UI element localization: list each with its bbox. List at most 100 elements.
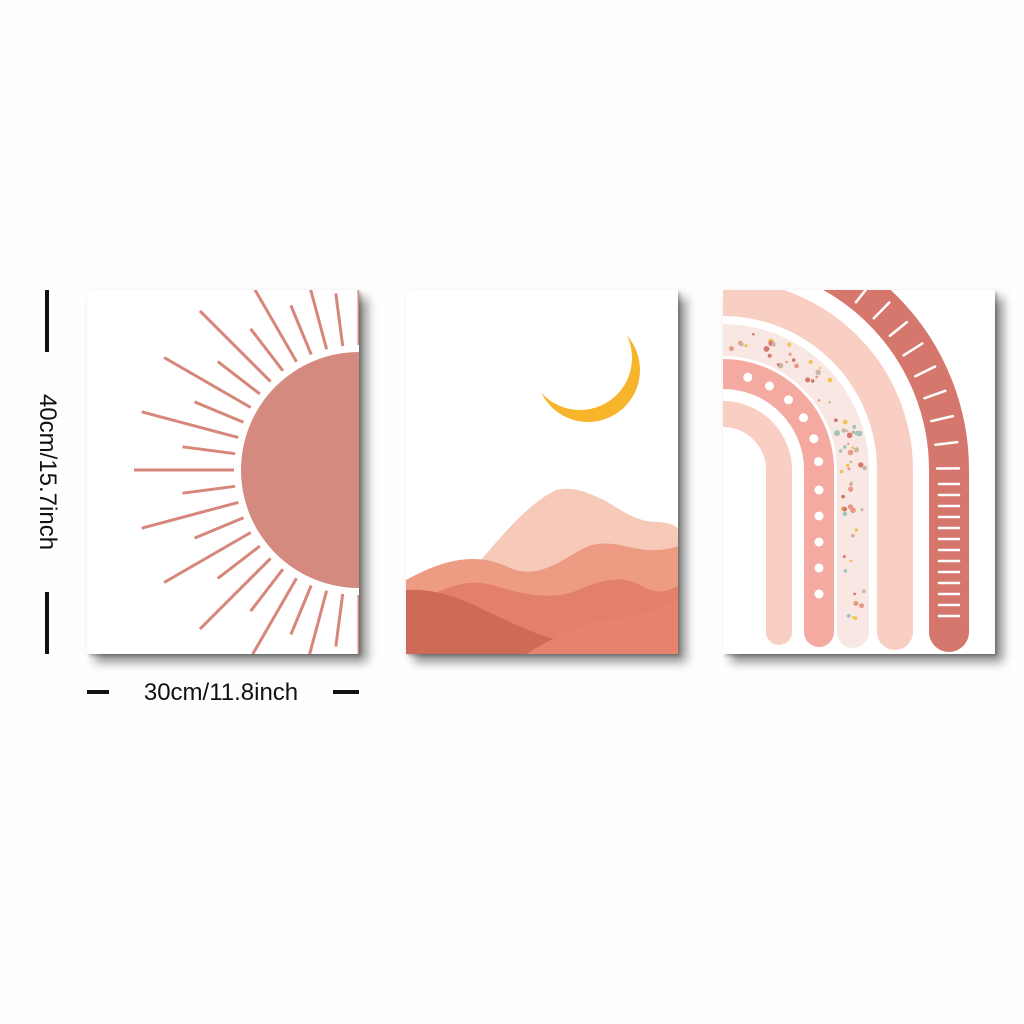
height-dimension-label: 40cm/15.7inch (34, 393, 61, 551)
mountain-layer-front-right (526, 598, 678, 654)
rainbow-speckle (852, 424, 857, 429)
rainbow-speckle (851, 534, 855, 538)
rainbow-dot (784, 395, 793, 405)
sun-illustration (134, 290, 359, 654)
rainbow-arch-speckled (723, 324, 869, 648)
rainbow-speckle (834, 430, 840, 437)
rainbow-arches (723, 290, 969, 652)
sun-icon (241, 352, 359, 588)
rainbow-speckle (839, 449, 843, 453)
rainbow-speckle (853, 592, 856, 596)
rainbow-speckle (842, 511, 847, 517)
rainbow-speckle (819, 366, 822, 370)
rainbow-speckle (847, 442, 850, 446)
rainbow-dash (930, 414, 955, 423)
rainbow-speckle (858, 462, 864, 468)
rainbow-dot (743, 372, 753, 382)
rainbow-speckle (845, 429, 849, 433)
crescent-moon-icon (536, 318, 640, 422)
rainbow-speckle (842, 555, 846, 559)
sun-ray (249, 568, 285, 613)
rainbow-speckle (791, 358, 796, 362)
sun-ray (334, 593, 345, 647)
sun-ray (141, 410, 239, 440)
rainbow-speckle (744, 344, 748, 348)
rainbow-speckle (846, 432, 853, 439)
rainbow-speckle (849, 460, 853, 464)
rainbow-speckle (851, 430, 856, 435)
width-dimension-right-bar (333, 690, 359, 694)
rainbow-speckle (834, 418, 838, 423)
rainbow-speckle (815, 369, 821, 375)
sun-ray (334, 293, 345, 347)
height-dimension-top-bar (45, 290, 49, 352)
rainbow-dot (814, 485, 824, 495)
rainbow-art-panel (723, 290, 995, 654)
rainbow-speckle (843, 445, 847, 449)
rainbow-speckle (839, 469, 844, 474)
sun-ray (182, 445, 236, 456)
rainbow-speckle (853, 600, 859, 606)
rainbow-speckle (841, 428, 846, 433)
rainbow-speckle (850, 481, 853, 485)
moon-mountain-illustration (406, 318, 678, 654)
rainbow-dash (888, 320, 909, 338)
sun-ray (309, 290, 329, 350)
rainbow-speckle (805, 377, 811, 383)
rainbow-speckle (787, 342, 792, 347)
sun-ray (163, 356, 252, 409)
rainbow-speckle (860, 508, 864, 512)
rainbow-dot (765, 381, 774, 391)
rainbow-speckle (763, 346, 770, 352)
height-dimension-bottom-bar (45, 592, 49, 654)
rainbow-speckle (771, 342, 776, 347)
rainbow-speckle (847, 449, 854, 456)
rainbow-speckle (842, 419, 848, 425)
rainbow-speckle (848, 486, 854, 492)
rainbow-arch-inner (723, 401, 792, 645)
mountain-layer-front (406, 589, 582, 654)
rainbow-speckle (856, 430, 863, 437)
sun-ray (182, 484, 236, 495)
rainbow-speckle (817, 399, 821, 402)
rainbow-dot (814, 457, 824, 467)
rainbow-speckle (752, 332, 755, 336)
rainbow-speckle (847, 467, 851, 471)
rainbow-speckle (849, 559, 853, 563)
rainbow-speckle (853, 616, 858, 620)
sun-ray (198, 309, 272, 383)
rainbow-speckle (842, 506, 848, 512)
rainbow-dash (872, 301, 891, 320)
rainbow-dot (809, 434, 819, 444)
rainbow-dash (902, 342, 924, 357)
rainbow-speckle (859, 603, 865, 609)
rainbow-arch-dotted (723, 359, 834, 647)
sun-ray (289, 584, 313, 636)
rainbow-speckle (861, 589, 866, 594)
rainbow-speckle (785, 360, 788, 364)
rainbow-speckle (767, 353, 772, 358)
rainbow-speckle (729, 346, 734, 352)
rainbow-illustration (723, 290, 969, 652)
sun-art-panel (87, 290, 359, 654)
rainbow-speckle (788, 352, 792, 356)
rainbow-arch-second (723, 290, 913, 650)
sun-ray (198, 557, 272, 631)
rainbow-speckle (845, 463, 850, 468)
sun-rays (134, 290, 359, 654)
sun-ray (249, 327, 285, 372)
rainbow-speckle (739, 342, 744, 347)
rainbow-dot (814, 511, 824, 521)
rainbow-speckle (776, 363, 780, 366)
rainbow-speckle (815, 375, 819, 379)
rainbow-speckle (827, 377, 833, 383)
sun-ray (308, 590, 329, 654)
rainbow-dash (923, 389, 947, 400)
sun-ray (193, 400, 245, 424)
width-dimension-label: 30cm/11.8inch (143, 679, 299, 706)
rainbow-speckle (853, 447, 859, 453)
rainbow-speckle (851, 446, 854, 450)
sun-ray (289, 304, 313, 356)
rainbow-dot (814, 537, 824, 547)
sun-ray (216, 544, 261, 580)
